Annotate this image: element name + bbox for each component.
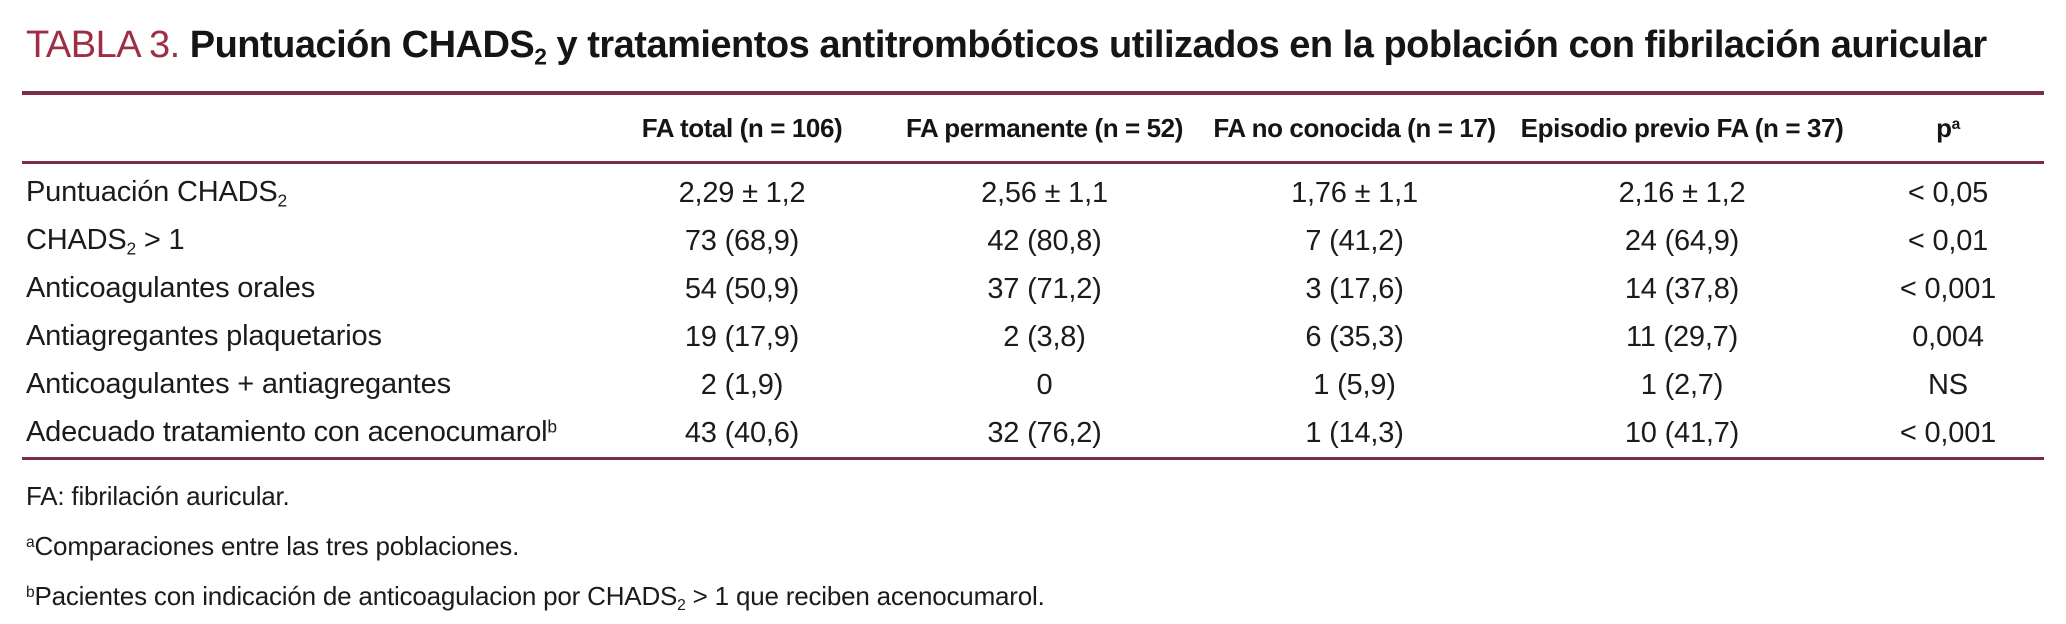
- cell-fa-permanente: 37 (71,2): [987, 272, 1102, 305]
- cell-episodio-previo: 10 (41,7): [1624, 416, 1740, 449]
- cell-fa-no-conocida: 3 (17,6): [1305, 272, 1404, 305]
- cell-p-value: < 0,01: [1907, 224, 1989, 257]
- footnote-fa-abbreviation: FA: fibrilación auricular.: [26, 481, 290, 512]
- header-row: FA total (n = 106) FA permanente (n = 52…: [22, 95, 2044, 163]
- cell-episodio-previo: 2,16 ± 1,2: [1618, 176, 1746, 209]
- cell-fa-permanente: 0: [1036, 368, 1053, 401]
- cell-episodio-previo: 1 (2,7): [1640, 368, 1724, 401]
- cell-episodio-previo: 14 (37,8): [1624, 272, 1740, 305]
- cell-fa-no-conocida: 6 (35,3): [1305, 320, 1404, 353]
- header-fa-total: FA total (n = 106): [641, 112, 843, 143]
- header-empty-cell: [22, 95, 592, 163]
- table-figure: TABLA 3. Puntuación CHADS2 y tratamientos…: [22, 24, 2044, 614]
- cell-p-value: 0,004: [1912, 320, 1984, 353]
- cell-p-value: < 0,001: [1899, 272, 1997, 305]
- row-label: Anticoagulantes + antiagregantes: [26, 367, 451, 400]
- table-number-label: TABLA 3.: [26, 24, 180, 66]
- row-label: Adecuado tratamiento con acenocumarolb: [26, 415, 557, 448]
- table-row-anticoagulantes-orales: Anticoagulantes orales 54 (50,9) 37 (71,…: [22, 265, 2044, 313]
- cell-fa-total: 2 (1,9): [700, 368, 784, 401]
- table-row-adecuado-tratamiento-acenocumarol: Adecuado tratamiento con acenocumarolb 4…: [22, 409, 2044, 459]
- row-label: Anticoagulantes orales: [26, 271, 316, 304]
- header-episodio-previo: Episodio previo FA (n = 37): [1520, 112, 1844, 143]
- cell-fa-total: 19 (17,9): [684, 320, 800, 353]
- table-row-antiagregantes-plaquetarios: Antiagregantes plaquetarios 19 (17,9) 2 …: [22, 313, 2044, 361]
- cell-fa-permanente: 42 (80,8): [987, 224, 1102, 257]
- row-label: Puntuación CHADS2: [26, 175, 287, 211]
- table-row-chads2-mayor-1: CHADS2 > 1 73 (68,9) 42 (80,8) 7 (41,2) …: [22, 217, 2044, 265]
- table-row-puntuacion-chads2: Puntuación CHADS2 2,29 ± 1,2 2,56 ± 1,1 …: [22, 163, 2044, 218]
- cell-fa-total: 2,29 ± 1,2: [678, 176, 806, 209]
- cell-episodio-previo: 11 (29,7): [1625, 320, 1739, 353]
- cell-fa-permanente: 32 (76,2): [987, 416, 1102, 449]
- cell-fa-total: 54 (50,9): [684, 272, 800, 305]
- cell-fa-no-conocida: 1 (14,3): [1305, 416, 1404, 449]
- row-label: CHADS2 > 1: [26, 223, 185, 259]
- cell-fa-no-conocida: 1 (5,9): [1313, 368, 1396, 401]
- title-text-pre: Puntuación CHADS: [189, 24, 535, 66]
- cell-fa-total: 43 (40,6): [684, 416, 800, 449]
- table-row-anticoagulantes-antiagregantes: Anticoagulantes + antiagregantes 2 (1,9)…: [22, 361, 2044, 409]
- cell-p-value: NS: [1928, 368, 1968, 401]
- footnotes: FA: fibrilación auricular. aComparacione…: [22, 474, 2044, 623]
- header-p-superscript: a: [1951, 116, 1961, 134]
- header-p-base: p: [1936, 112, 1952, 143]
- cell-p-value: < 0,05: [1907, 176, 1989, 209]
- cell-episodio-previo: 24 (64,9): [1624, 224, 1740, 257]
- title-rule: [22, 91, 2044, 96]
- header-p: pa: [1852, 95, 2044, 163]
- table-title: TABLA 3. Puntuación CHADS2 y tratamientos…: [22, 24, 2044, 69]
- footnote-a: aComparaciones entre las tres poblacione…: [26, 531, 520, 562]
- cell-fa-no-conocida: 1,76 ± 1,1: [1291, 176, 1418, 209]
- header-fa-no-conocida: FA no conocida (n = 17): [1213, 112, 1496, 143]
- header-fa-permanente: FA permanente (n = 52): [905, 112, 1184, 143]
- title-text-post: y tratamientos antitrombóticos utilizado…: [546, 24, 1988, 66]
- cell-fa-permanente: 2,56 ± 1,1: [981, 176, 1108, 209]
- title-subscript: 2: [534, 43, 547, 70]
- footnote-b: bPacientes con indicación de anticoagula…: [26, 580, 1045, 614]
- row-label: Antiagregantes plaquetarios: [26, 319, 382, 352]
- cell-p-value: < 0,001: [1899, 416, 1997, 449]
- data-table: FA total (n = 106) FA permanente (n = 52…: [22, 95, 2044, 461]
- cell-fa-no-conocida: 7 (41,2): [1305, 224, 1404, 257]
- table-title-text: Puntuación CHADS2 y tratamientos antitro…: [189, 24, 1988, 70]
- cell-fa-total: 73 (68,9): [684, 224, 800, 257]
- cell-fa-permanente: 2 (3,8): [1003, 320, 1086, 353]
